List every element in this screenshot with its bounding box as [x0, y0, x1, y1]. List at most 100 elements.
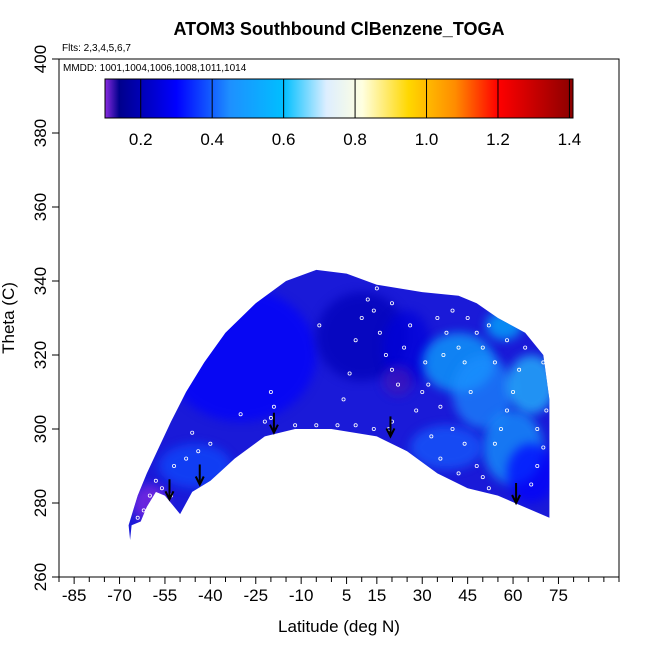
sample-point — [423, 360, 428, 365]
field-patch — [382, 366, 414, 396]
colorbar-tick-label: 0.8 — [343, 130, 367, 149]
sample-point — [268, 415, 273, 420]
sample-point — [486, 323, 491, 328]
sample-point — [271, 404, 276, 409]
sample-point — [365, 297, 370, 302]
tropopause-arrow — [269, 412, 279, 435]
sample-point — [314, 423, 319, 428]
x-tick-label: 75 — [549, 586, 568, 605]
sample-point — [374, 286, 379, 291]
tropopause-arrow — [511, 483, 521, 506]
sample-point — [429, 434, 434, 439]
sample-point — [474, 463, 479, 468]
sample-point — [341, 397, 346, 402]
sample-point — [450, 426, 455, 431]
sample-point — [141, 508, 146, 513]
sample-point — [529, 482, 534, 487]
sample-point — [335, 423, 340, 428]
sample-point — [190, 430, 195, 435]
tropopause-arrow — [164, 479, 175, 502]
sample-point — [147, 493, 152, 498]
chart-title: ATOM3 Southbound ClBenzene_TOGA — [173, 19, 504, 39]
sample-point — [172, 463, 177, 468]
x-axis: -85 -70 -55 -40 -25 -10 5 15 30 45 60 75 — [58, 577, 620, 605]
sample-point — [184, 456, 189, 461]
sample-point — [486, 486, 491, 491]
sample-point — [262, 419, 267, 424]
x-tick-label: -85 — [62, 586, 87, 605]
sample-point — [196, 449, 201, 454]
sample-point — [535, 463, 540, 468]
sample-point — [396, 382, 401, 387]
field-patch — [506, 355, 550, 415]
sample-point — [441, 352, 446, 357]
sample-point — [377, 330, 382, 335]
x-tick-label: -10 — [289, 586, 314, 605]
sample-point — [135, 515, 140, 520]
colorbar-tick-label: 1.4 — [558, 130, 582, 149]
sample-point — [408, 323, 413, 328]
colorbar-ticks: 0.2 0.4 0.6 0.8 1.0 1.2 1.4 — [129, 79, 581, 149]
sample-point — [511, 389, 516, 394]
sample-point — [492, 441, 497, 446]
x-tick-label: 45 — [458, 586, 477, 605]
sample-point — [347, 371, 352, 376]
sample-point — [504, 338, 509, 343]
field-patch — [410, 425, 483, 470]
sample-point — [435, 315, 440, 320]
x-tick-label: 60 — [504, 586, 523, 605]
sample-point — [480, 475, 485, 480]
sample-point — [535, 426, 540, 431]
sample-point — [462, 441, 467, 446]
y-tick-label: 400 — [31, 45, 50, 73]
x-tick-label: 30 — [413, 586, 432, 605]
sample-point — [293, 423, 298, 428]
sample-point — [208, 441, 213, 446]
y-axis-label: Theta (C) — [0, 282, 18, 354]
sample-point — [456, 471, 461, 476]
sample-point — [529, 323, 534, 328]
x-tick-label: -25 — [243, 586, 268, 605]
field-patch — [485, 310, 523, 341]
sample-point — [402, 345, 407, 350]
colorbar-tick-label: 1.2 — [486, 130, 510, 149]
sample-point — [359, 315, 364, 320]
sample-point — [438, 456, 443, 461]
sample-point — [353, 423, 358, 428]
field-patch — [452, 355, 514, 429]
y-tick-label: 360 — [31, 193, 50, 221]
sample-point — [523, 345, 528, 350]
sample-point — [462, 360, 467, 365]
field-patch — [164, 288, 317, 422]
sample-point — [317, 323, 322, 328]
sample-point — [371, 426, 376, 431]
sample-point — [159, 486, 164, 491]
sample-point — [450, 308, 455, 313]
colorbar-tick-label: 1.0 — [415, 130, 439, 149]
sample-point — [353, 338, 358, 343]
y-tick-label: 320 — [31, 341, 50, 369]
x-tick-label: -40 — [198, 586, 223, 605]
sample-point — [389, 367, 394, 372]
y-tick-label: 300 — [31, 415, 50, 443]
sample-point — [517, 315, 522, 320]
x-tick-label: -55 — [153, 586, 178, 605]
plot-frame — [58, 58, 620, 578]
field-patch — [488, 300, 498, 310]
sample-point — [420, 389, 425, 394]
x-axis-label: Latitude (deg N) — [278, 617, 400, 636]
sample-point — [541, 360, 546, 365]
sample-point — [468, 389, 473, 394]
field-patch — [382, 310, 432, 385]
sample-point — [504, 408, 509, 413]
sample-point — [444, 330, 449, 335]
sample-point — [492, 360, 497, 365]
sample-point — [547, 382, 552, 387]
field-patch — [158, 443, 232, 489]
y-tick-label: 340 — [31, 267, 50, 295]
sample-point — [498, 308, 503, 313]
sample-point — [371, 308, 376, 313]
sample-point — [489, 290, 494, 295]
tropopause-arrows — [164, 412, 521, 506]
y-axis: 260 280 300 320 340 360 380 400 — [31, 45, 59, 591]
